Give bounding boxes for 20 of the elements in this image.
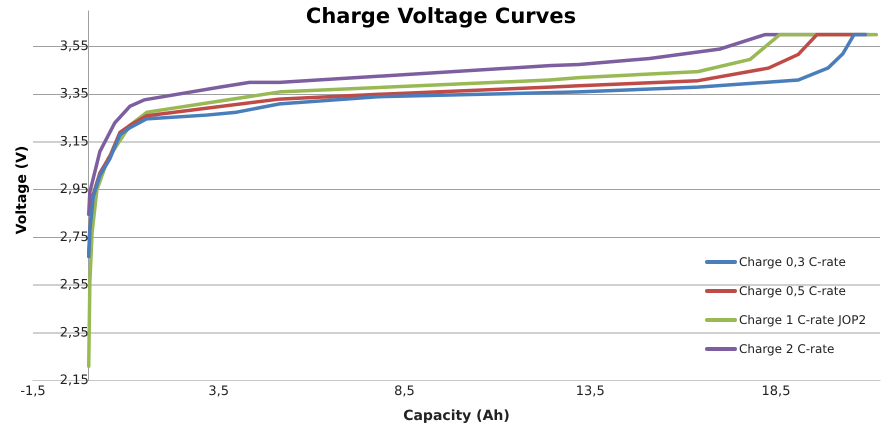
- y-tick-label: 2,35: [60, 325, 89, 340]
- legend-label: Charge 1 C-rate JOP2: [739, 312, 866, 326]
- legend-label: Charge 2 C-rate: [739, 342, 834, 356]
- y-axis-title: Voltage (V): [14, 146, 30, 234]
- y-tick-label: 2,55: [60, 278, 89, 293]
- x-tick-label: 18,5: [762, 384, 790, 399]
- y-tick-label: 3,15: [60, 134, 89, 150]
- x-tick-label: 13,5: [576, 384, 605, 399]
- x-tick-label: -1,5: [20, 384, 46, 399]
- y-tick-label: 3,55: [60, 38, 89, 54]
- chart-title: Charge Voltage Curves: [304, 4, 578, 28]
- x-axis-title: Capacity (Ah): [403, 408, 510, 424]
- y-tick-label: 3,35: [60, 86, 89, 102]
- y-tick-label: 2,75: [60, 230, 89, 245]
- legend-label: Charge 0,5 C-rate: [739, 284, 846, 298]
- legend-label: Charge 0,3 C-rate: [739, 254, 846, 268]
- x-tick-label: 8,5: [394, 384, 415, 399]
- y-tick-label: 2,15: [60, 372, 89, 388]
- y-tick-label: 2,95: [60, 182, 89, 198]
- x-tick-label: 3,5: [208, 384, 230, 399]
